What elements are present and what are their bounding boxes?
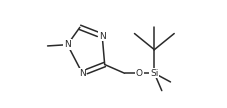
Text: Si: Si (150, 69, 158, 78)
Text: N: N (98, 32, 105, 40)
Text: O: O (135, 69, 142, 78)
Text: N: N (64, 40, 71, 49)
Text: N: N (79, 69, 85, 78)
